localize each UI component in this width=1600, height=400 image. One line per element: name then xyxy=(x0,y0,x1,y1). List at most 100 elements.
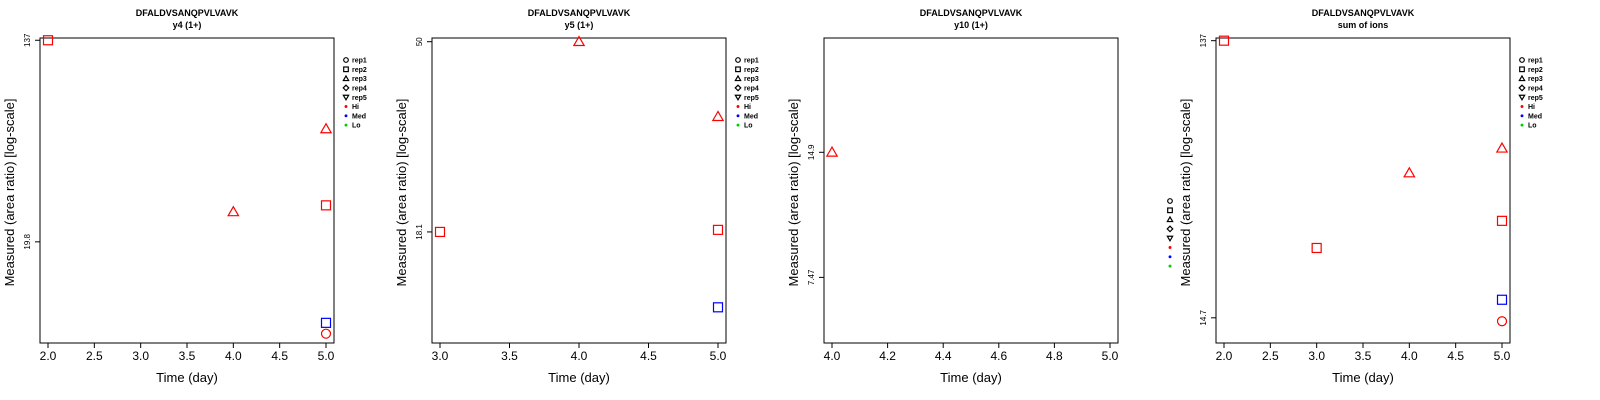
legend-symbol xyxy=(342,84,350,92)
legend-label: rep2 xyxy=(352,67,367,74)
chart-subtitle: sum of ions xyxy=(1338,20,1389,30)
legend-symbol xyxy=(342,94,350,102)
legend-label: rep5 xyxy=(1528,95,1543,102)
legend-symbol xyxy=(734,94,742,102)
y-tick-label: 137 xyxy=(23,33,32,47)
chart-title: DFALDVSANQPVLVAVK xyxy=(1312,8,1415,18)
side-legend-symbol xyxy=(1166,235,1174,243)
data-point xyxy=(1496,294,1508,305)
y-tick-label: 19.8 xyxy=(23,234,32,250)
legend-label: rep1 xyxy=(352,58,367,65)
y-tick-label: 18.1 xyxy=(415,224,424,240)
x-tick-label: 4.0 xyxy=(571,349,588,363)
x-tick-label: 2.0 xyxy=(1216,349,1233,363)
side-legend-symbol xyxy=(1168,246,1172,249)
legend-label: rep5 xyxy=(744,95,759,102)
legend-label: rep4 xyxy=(1528,86,1543,93)
legend-symbol xyxy=(1520,105,1524,108)
plot-frame xyxy=(39,37,335,344)
side-legend-symbol xyxy=(1166,215,1174,223)
legend-label: Med xyxy=(1528,113,1542,120)
side-legend-symbol xyxy=(1168,255,1172,259)
y-tick-label: 137 xyxy=(1199,33,1208,47)
data-point xyxy=(320,200,332,211)
plot-frame xyxy=(1215,37,1511,344)
legend-label: Hi xyxy=(352,104,359,111)
chart-panel-4: DFALDVSANQPVLVAVK sum of ions 2.0 2.5 3.0 3.5… xyxy=(1166,8,1543,385)
x-tick-label: 2.0 xyxy=(40,349,57,363)
data-point xyxy=(711,110,725,122)
x-axis-label: Time (day) xyxy=(548,370,610,385)
side-legend-symbol xyxy=(1167,207,1173,214)
side-legend-symbol xyxy=(1166,225,1174,233)
chart-panel-1: DFALDVSANQPVLVAVK y4 (1+) 2.0 2.5 3.0 3.5 4.0 4… xyxy=(2,8,367,385)
x-tick-label: 5.0 xyxy=(710,349,727,363)
legend-symbol xyxy=(1520,123,1524,127)
data-point xyxy=(227,205,240,217)
chart-subtitle: y5 (1+) xyxy=(565,20,594,30)
x-tick-label: 3.0 xyxy=(132,349,149,363)
side-legend-symbol xyxy=(1167,198,1173,204)
data-point xyxy=(319,122,333,134)
legend-symbol xyxy=(1519,66,1525,73)
legend-label: Lo xyxy=(1528,123,1537,130)
x-tick-label: 4.4 xyxy=(935,349,952,363)
x-tick-label: 2.5 xyxy=(86,349,103,363)
legend-symbol xyxy=(735,57,741,63)
chart-title: DFALDVSANQPVLVAVK xyxy=(528,8,631,18)
data-point xyxy=(572,35,586,47)
legend-label: Med xyxy=(744,113,758,120)
x-tick-label: 5.0 xyxy=(1102,349,1119,363)
x-axis-label: Time (day) xyxy=(156,370,218,385)
x-tick-label: 4.6 xyxy=(990,349,1007,363)
legend-symbol xyxy=(736,105,740,108)
x-tick-label: 3.0 xyxy=(1308,349,1325,363)
legend-label: rep4 xyxy=(744,86,759,93)
y-axis-label: Measured (area ratio) [log-scale] xyxy=(2,99,17,287)
legend-label: Hi xyxy=(744,104,751,111)
x-tick-label: 3.5 xyxy=(179,349,196,363)
legend-label: rep1 xyxy=(1528,58,1543,65)
data-point xyxy=(320,328,332,339)
plot-frame xyxy=(823,37,1119,344)
legend-symbol xyxy=(1518,84,1526,92)
x-tick-label: 4.0 xyxy=(824,349,841,363)
x-tick-label: 4.2 xyxy=(879,349,896,363)
legend-label: rep2 xyxy=(1528,67,1543,74)
x-tick-label: 3.5 xyxy=(1355,349,1372,363)
legend-label: rep3 xyxy=(352,76,367,83)
data-point xyxy=(1403,166,1416,178)
x-tick-label: 3.0 xyxy=(432,349,449,363)
chart-subtitle: y4 (1+) xyxy=(173,20,202,30)
x-tick-label: 4.5 xyxy=(640,349,657,363)
y-axis-label: Measured (area ratio) [log-scale] xyxy=(1178,99,1193,287)
x-tick-label: 5.0 xyxy=(1494,349,1511,363)
chart-title: DFALDVSANQPVLVAVK xyxy=(920,8,1023,18)
data-point xyxy=(1495,141,1509,153)
x-tick-label: 4.5 xyxy=(271,349,288,363)
x-tick-label: 4.8 xyxy=(1046,349,1063,363)
legend-label: Lo xyxy=(352,123,361,130)
legend-symbol xyxy=(1519,57,1525,63)
legend-symbol xyxy=(1518,74,1526,82)
x-tick-label: 2.5 xyxy=(1262,349,1279,363)
data-point xyxy=(1218,35,1230,46)
legend-symbol xyxy=(734,74,742,82)
legend-label: rep3 xyxy=(744,76,759,83)
x-tick-label: 4.5 xyxy=(1447,349,1464,363)
y-tick-label: 14.9 xyxy=(807,144,816,160)
x-tick-label: 4.0 xyxy=(1401,349,1418,363)
y-tick-label: 50 xyxy=(415,37,424,46)
plot-frame xyxy=(431,37,727,344)
chart-subtitle: y10 (1+) xyxy=(954,20,988,30)
legend-symbol xyxy=(734,84,742,92)
x-axis-label: Time (day) xyxy=(940,370,1002,385)
legend-symbol xyxy=(343,57,349,63)
legend-label: rep5 xyxy=(352,95,367,102)
data-point xyxy=(320,317,332,328)
legend-label: rep2 xyxy=(744,67,759,74)
side-legend-symbol xyxy=(1168,264,1172,268)
legend-symbol xyxy=(1518,94,1526,102)
data-point xyxy=(1311,242,1322,254)
legend-label: Hi xyxy=(1528,104,1535,111)
